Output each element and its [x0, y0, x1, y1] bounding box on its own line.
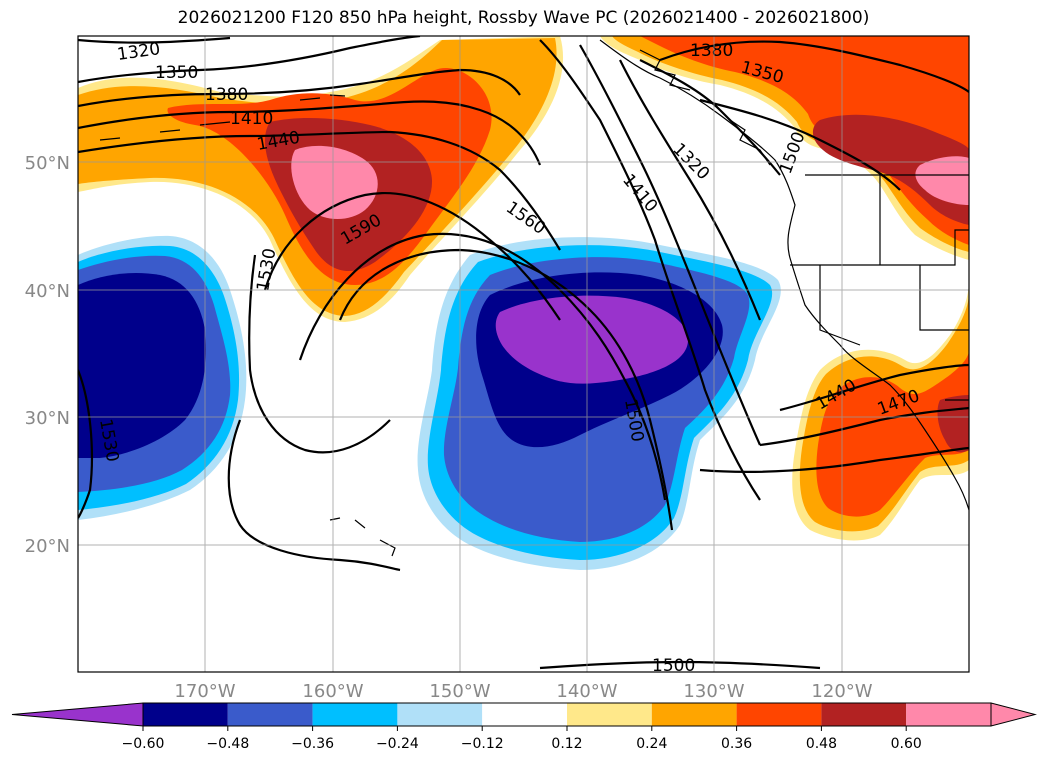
colorbar-tick-label: −0.48: [206, 736, 249, 752]
positive-anomaly-north: [78, 36, 564, 322]
map-panel: [78, 36, 969, 672]
colorbar-tick-label: 0.48: [806, 736, 837, 752]
colorbar-box: [736, 703, 822, 726]
colorbar-box: [567, 703, 652, 726]
colorbar-boxes: [11, 702, 1037, 727]
lon-label: 120°W: [811, 681, 872, 702]
colorbar-tick-label: −0.36: [291, 736, 334, 752]
lon-label: 140°W: [556, 681, 617, 702]
contour-label: 1500: [652, 656, 695, 676]
colorbar-tick-label: 0.24: [636, 736, 667, 752]
lon-label: 150°W: [429, 681, 490, 702]
positive-anomaly-northeast: [600, 36, 969, 260]
latitude-labels: 50°N 40°N 30°N 20°N: [25, 153, 70, 557]
height-contours: [78, 36, 969, 670]
contour-label: 1380: [205, 85, 248, 105]
colorbar-tick-label: 0.60: [891, 736, 922, 752]
colorbar: −0.60 −0.48 −0.36 −0.24 −0.12 0.12 0.24 0.36 0.4…: [11, 702, 1037, 752]
colorbar-ticks: −0.60 −0.48 −0.36 −0.24 −0.12 0.12 0.24 0.36 0.4…: [122, 726, 922, 752]
gridlines: [78, 36, 969, 672]
contour-label: 1380: [690, 41, 733, 61]
lon-label: 130°W: [683, 681, 744, 702]
contour-label: 1410: [230, 109, 273, 129]
colorbar-tick-label: −0.60: [122, 736, 165, 752]
colorbar-box: [482, 703, 567, 726]
colorbar-box: [312, 703, 398, 726]
colorbar-extend-high: [990, 702, 1037, 727]
colorbar-extend-low: [11, 702, 144, 727]
colorbar-box: [143, 703, 228, 726]
colorbar-tick-label: 0.36: [721, 736, 752, 752]
colorbar-box: [821, 703, 907, 726]
colorbar-tick-label: −0.24: [376, 736, 419, 752]
map-title: 2026021200 F120 850 hPa height, Rossby W…: [177, 8, 870, 28]
lon-label: 170°W: [174, 681, 235, 702]
negative-anomaly-west: [78, 235, 247, 520]
colorbar-box: [397, 703, 483, 726]
lat-label: 20°N: [25, 536, 70, 557]
colorbar-box: [227, 703, 313, 726]
coastlines: [99, 39, 969, 557]
lat-label: 30°N: [25, 408, 70, 429]
lat-label: 50°N: [25, 153, 70, 174]
contour-label: 1350: [155, 63, 198, 83]
colorbar-tick-label: −0.12: [461, 736, 504, 752]
negative-anomaly-central: [417, 237, 781, 570]
colorbar-box: [651, 703, 737, 726]
map-frame: [77, 35, 970, 673]
longitude-labels: 170°W 160°W 150°W 140°W 130°W 120°W: [174, 681, 872, 702]
colorbar-tick-label: 0.12: [551, 736, 582, 752]
lat-label: 40°N: [25, 281, 70, 302]
colorbar-box: [906, 703, 991, 726]
lon-label: 160°W: [302, 681, 363, 702]
